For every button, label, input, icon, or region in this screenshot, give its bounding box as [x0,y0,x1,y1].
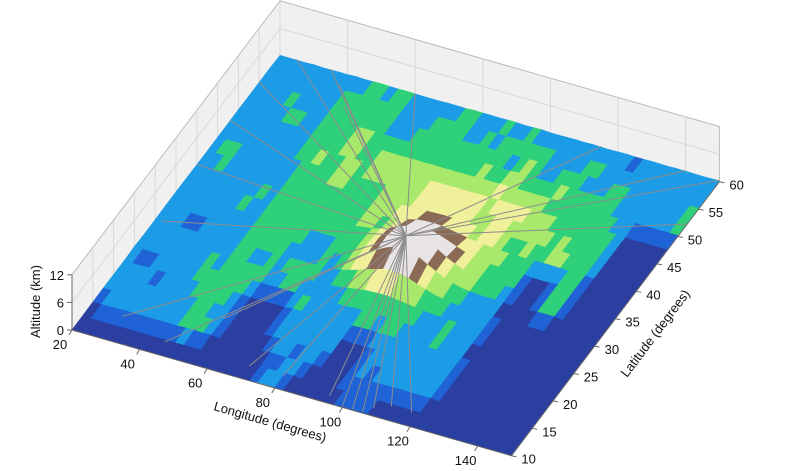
overlay-line [258,81,407,237]
overlay-line [122,235,406,317]
y-tick [615,318,621,321]
x-tick-label: 100 [320,414,342,429]
x-tick-label: 120 [387,434,409,449]
overlay-lines [122,59,720,413]
overlay-line [373,235,407,409]
overlay-line [249,235,407,367]
x-tick [338,407,343,413]
y-tick-label: 35 [625,315,639,330]
overlay-line [223,235,407,320]
x-tick [406,426,411,432]
y-tick-label: 55 [709,205,723,220]
x-tick-label: 20 [53,337,67,352]
x-tick [474,445,479,452]
overlay-line [164,235,407,343]
x-tick-label: 140 [455,453,477,468]
x-tick [68,329,73,336]
x-tick [136,349,141,355]
overlay-line [405,179,720,237]
y-tick-label: 50 [688,233,702,248]
overlay-line [343,105,407,236]
overlay-line [405,146,602,237]
y-tick-label: 20 [563,397,577,412]
y-tick-label: 60 [729,178,743,193]
x-tick-label: 60 [188,376,202,391]
y-tick [636,290,642,293]
overlay-line [405,235,413,413]
y-tick [573,373,579,376]
y-tick [698,208,704,211]
y-tick-label: 30 [605,342,619,357]
surface [71,54,720,456]
axes-walls [71,0,720,332]
y-tick [532,427,538,430]
y-tick [511,455,517,458]
overlay-line [405,223,687,237]
overlay-line [405,170,686,237]
overlay-line [341,235,407,407]
y-tick-label: 45 [667,260,681,275]
overlay-line [405,93,416,236]
y-tick-label: 15 [542,424,556,439]
overlay-line [196,163,407,237]
overlay-line [229,119,407,237]
overlay-line [390,235,407,407]
y-tick [719,181,725,184]
overlay-line [161,220,406,237]
overlay-line [329,235,407,396]
y-tick [656,263,663,266]
overlay-line [352,235,407,410]
overlay-line [362,235,407,412]
x-tick-label: 80 [256,395,270,410]
z-tick-label: 6 [57,295,64,310]
x-tick [203,368,208,374]
z-tick-label: 12 [50,268,64,283]
axis-ticks: 20 40 60 80 100 120 140 10 15 20 25 30 35 40 45 50 55 60 0… [50,178,744,468]
y-tick [594,345,600,348]
x-axis-label: Longitude (degrees) [212,398,328,444]
z-tick-label: 0 [57,323,64,338]
y-tick-label: 40 [646,287,660,302]
overlay-line [296,59,407,237]
y-tick [552,400,559,403]
grid-line [71,27,720,303]
y-tick [677,236,683,239]
x-tick-label: 40 [120,356,134,371]
z-axis-label: Altitude (km) [28,265,43,338]
overlay-line [282,235,407,377]
x-tick [271,387,276,394]
y-tick-label: 10 [521,452,535,467]
y-tick-label: 25 [584,370,598,385]
overlay-line [338,84,407,236]
x-axis-line [71,329,512,457]
